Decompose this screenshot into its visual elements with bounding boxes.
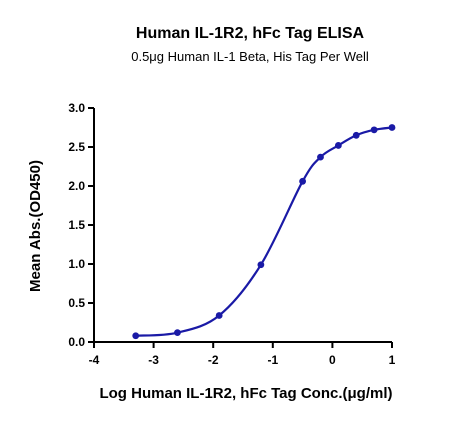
data-point — [299, 177, 306, 185]
y-tick-label: 3.0 — [68, 101, 85, 115]
y-tick-label: 2.0 — [68, 179, 85, 193]
data-point — [370, 126, 378, 134]
x-tick-label: -3 — [148, 353, 159, 367]
data-point — [257, 261, 265, 269]
data-point — [317, 153, 324, 161]
data-points-layer — [132, 124, 396, 340]
y-axis-label: Mean Abs.(OD450) — [27, 160, 44, 292]
data-point — [334, 142, 342, 149]
x-tick-label: -2 — [208, 353, 219, 367]
y-tick-label: 0.5 — [68, 296, 85, 310]
x-tick-label: -4 — [89, 353, 100, 367]
data-point — [132, 332, 140, 340]
axes: 0.0 0.5 1.0 1.5 2.0 2.5 3.0 -4 -3 -2 -1 0 1 — [68, 101, 395, 367]
y-tick-label: 2.5 — [68, 140, 85, 154]
x-tick-label: 1 — [389, 353, 396, 367]
x-tick-label: -1 — [267, 353, 278, 367]
fit-curve — [135, 126, 393, 337]
x-axis-label: Log Human IL-1R2, hFc Tag Conc.(μg/ml) — [99, 385, 392, 402]
fit-curve-layer — [135, 126, 393, 337]
y-tick-label: 1.0 — [68, 257, 85, 271]
data-point — [215, 312, 223, 319]
y-tick-label: 1.5 — [68, 218, 85, 232]
y-tick-label: 0.0 — [68, 335, 85, 349]
data-point — [352, 131, 360, 139]
data-point — [174, 329, 181, 337]
x-tick-label: 0 — [329, 353, 336, 367]
chart-title: Human IL-1R2, hFc Tag ELISA — [136, 25, 365, 42]
data-point — [388, 124, 396, 131]
chart-subtitle: 0.5μg Human IL-1 Beta, His Tag Per Well — [131, 49, 369, 64]
